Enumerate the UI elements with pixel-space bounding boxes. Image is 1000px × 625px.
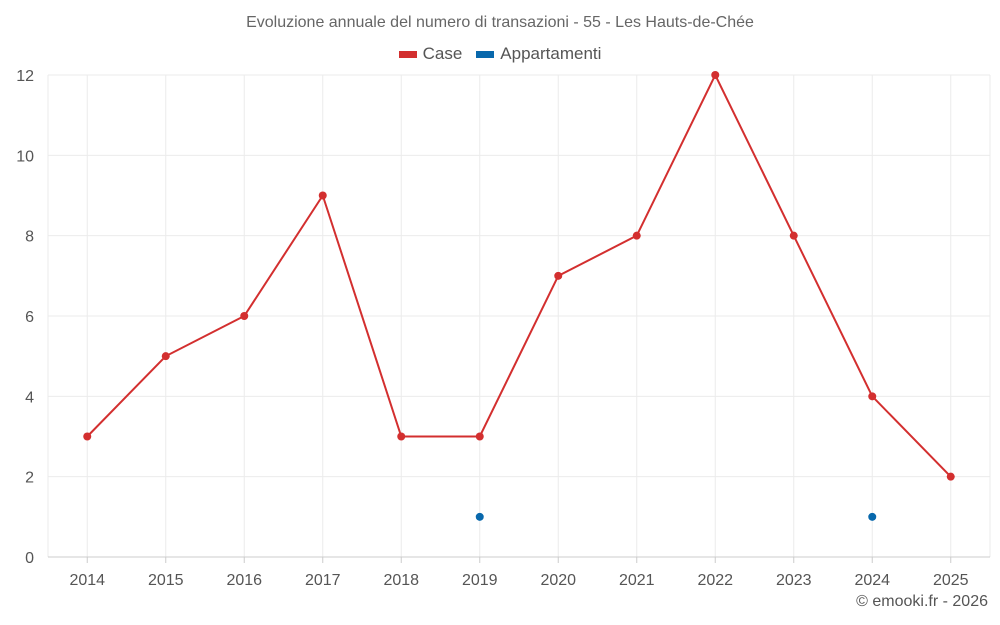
grid	[47, 74, 991, 557]
data-point-case[interactable]	[868, 392, 877, 401]
legend: Case Appartamenti	[0, 44, 1000, 64]
series	[83, 71, 955, 521]
legend-swatch-appartamenti	[476, 50, 495, 58]
data-point-case[interactable]	[161, 352, 170, 361]
x-tick-label: 2015	[148, 572, 184, 589]
y-tick-label: 6	[25, 309, 34, 326]
x-tick-label: 2025	[933, 572, 969, 589]
data-point-case[interactable]	[475, 432, 484, 441]
x-tick-label: 2021	[619, 572, 655, 589]
data-point-case[interactable]	[554, 271, 563, 280]
credit-text: © emooki.fr - 2026	[856, 593, 988, 610]
x-tick-label: 2020	[540, 572, 576, 589]
y-tick-label: 10	[16, 148, 34, 165]
data-point-appartamenti[interactable]	[475, 512, 484, 521]
data-point-case[interactable]	[397, 432, 406, 441]
data-point-case[interactable]	[83, 432, 92, 441]
legend-item-appartamenti[interactable]: Appartamenti	[476, 44, 601, 64]
data-point-case[interactable]	[789, 231, 798, 240]
data-point-appartamenti[interactable]	[868, 512, 877, 521]
legend-item-case[interactable]: Case	[398, 44, 463, 64]
legend-label-case: Case	[422, 44, 463, 63]
data-point-case[interactable]	[318, 191, 327, 200]
chart-title: Evoluzione annuale del numero di transaz…	[246, 14, 754, 31]
series-line-case	[86, 72, 952, 478]
x-tick-label: 2016	[226, 572, 262, 589]
data-point-case[interactable]	[632, 231, 641, 240]
x-tick-label: 2014	[69, 572, 105, 589]
y-tick-label: 8	[25, 229, 34, 246]
y-tick-label: 0	[25, 550, 34, 567]
axes: 0 2 4 6 8 10 12 2014 2015 2016 2017 2018 2019 2020 202…	[16, 68, 990, 589]
x-tick-label: 2023	[776, 572, 812, 589]
data-point-case[interactable]	[711, 71, 720, 79]
legend-label-appartamenti: Appartamenti	[500, 44, 602, 63]
x-tick-label: 2022	[697, 572, 733, 589]
legend-swatch-case	[398, 50, 417, 58]
y-tick-label: 4	[25, 389, 34, 406]
x-tick-label: 2017	[305, 572, 341, 589]
data-point-case[interactable]	[240, 312, 249, 320]
data-point-case[interactable]	[946, 472, 955, 481]
y-tick-label: 12	[16, 68, 34, 85]
x-tick-label: 2018	[383, 572, 419, 589]
x-tick-label: 2019	[462, 572, 498, 589]
x-tick-label: 2024	[854, 572, 890, 589]
y-tick-label: 2	[25, 470, 34, 487]
